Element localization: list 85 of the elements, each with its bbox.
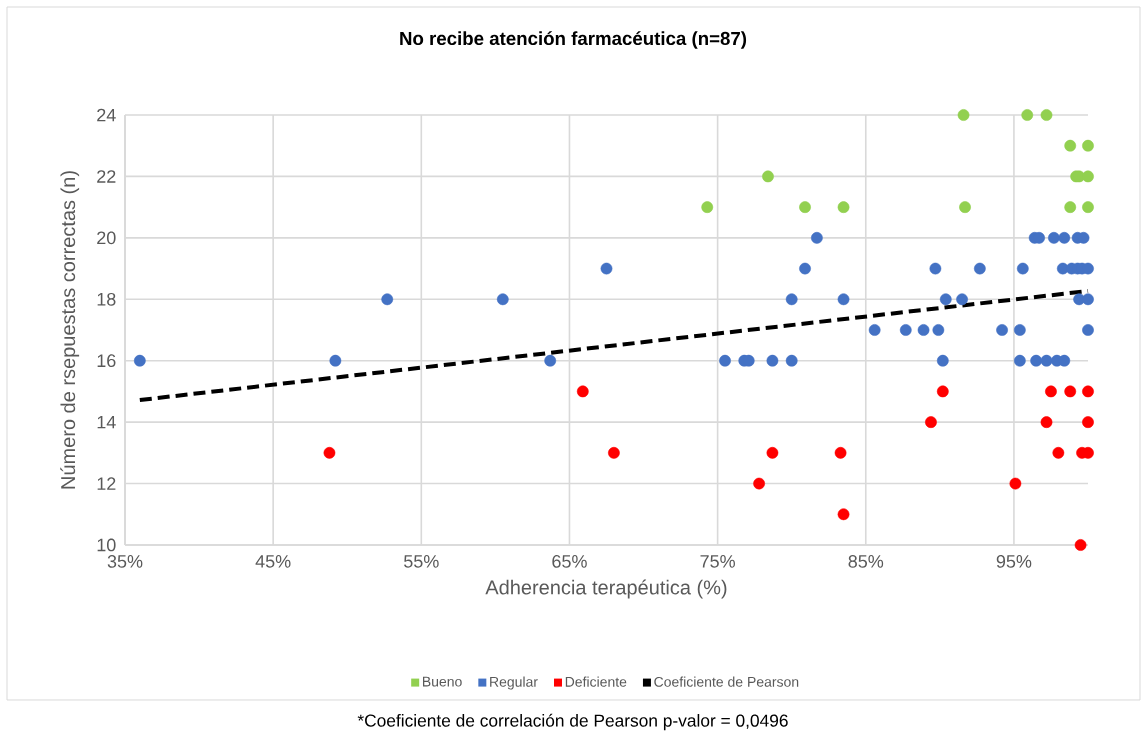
point (1074, 539, 1087, 551)
point (1052, 446, 1065, 459)
point (957, 109, 970, 121)
point (1040, 354, 1053, 367)
y-tick-label: 18 (97, 292, 116, 306)
point (936, 354, 949, 367)
y-tick-label: 12 (97, 477, 116, 490)
point (837, 508, 850, 521)
point (766, 354, 779, 367)
point (973, 262, 986, 275)
x-axis-title: Adherencia terapéutica (%) (485, 579, 727, 599)
point (1009, 477, 1022, 490)
x-tick-label: 75% (700, 555, 735, 568)
x-tick-label: 95% (996, 555, 1032, 568)
point (996, 324, 1008, 336)
point (834, 446, 847, 459)
point (837, 293, 850, 306)
point (1040, 109, 1053, 121)
x-tick-label: 65% (552, 555, 587, 568)
point (766, 446, 779, 459)
point (701, 201, 714, 213)
point (1058, 231, 1071, 244)
y-axis-title: Número de rsepuestas correctas (n) (60, 171, 80, 489)
x-tick-label: 45% (255, 555, 291, 568)
point (1082, 201, 1094, 213)
x-tick-label: 85% (848, 555, 884, 568)
point (576, 385, 589, 398)
point (133, 354, 146, 367)
point (1021, 109, 1034, 121)
point (811, 231, 823, 244)
legend-label: Bueno (423, 676, 462, 687)
point (329, 354, 342, 367)
point (1064, 385, 1077, 398)
point (899, 324, 912, 336)
point (837, 201, 850, 213)
point (1045, 385, 1057, 398)
point (1030, 354, 1043, 367)
chart-title: No recibe atención farmacéutica (n=87) (400, 31, 747, 49)
point (1082, 293, 1094, 306)
y-tick-label: 14 (97, 415, 116, 429)
y-tick-label: 24 (97, 108, 116, 122)
point (496, 293, 509, 306)
point (799, 201, 811, 213)
point (600, 262, 613, 275)
text: *Coeficiente de correlación de Pearson p-valor = 0,0496 (357, 713, 788, 731)
point (959, 201, 971, 213)
point (608, 446, 620, 459)
point (1013, 354, 1026, 367)
point (799, 262, 811, 275)
point (1064, 201, 1077, 213)
point (925, 416, 937, 428)
point (939, 293, 952, 306)
point (323, 446, 336, 459)
point (1013, 324, 1026, 336)
point (1082, 385, 1094, 398)
point (917, 324, 930, 336)
point (1048, 231, 1060, 244)
point (956, 293, 968, 306)
legend-label: Regular (490, 676, 538, 690)
point (1082, 324, 1094, 336)
point (785, 354, 798, 367)
point (1082, 416, 1094, 428)
point (381, 293, 394, 306)
point (753, 477, 765, 490)
point (544, 354, 557, 367)
point (762, 170, 774, 183)
point (868, 324, 881, 336)
point (785, 293, 798, 306)
point (1082, 139, 1094, 152)
point (1082, 170, 1094, 183)
point (1016, 262, 1029, 275)
y-tick-label: 22 (97, 170, 116, 183)
point (1064, 139, 1077, 152)
point (932, 324, 945, 336)
x-tick-label: 55% (404, 555, 439, 568)
point (929, 262, 942, 275)
x-tick-label: 35% (107, 555, 143, 568)
point (936, 385, 949, 398)
legend-label: Coeficiente de Pearson (654, 676, 799, 687)
point (1040, 416, 1053, 428)
y-tick-label: 16 (97, 354, 116, 368)
y-tick-label: 20 (97, 231, 116, 245)
legend-label: Deficiente (565, 676, 627, 687)
y-tick-label: 10 (97, 538, 116, 552)
point (719, 354, 731, 367)
